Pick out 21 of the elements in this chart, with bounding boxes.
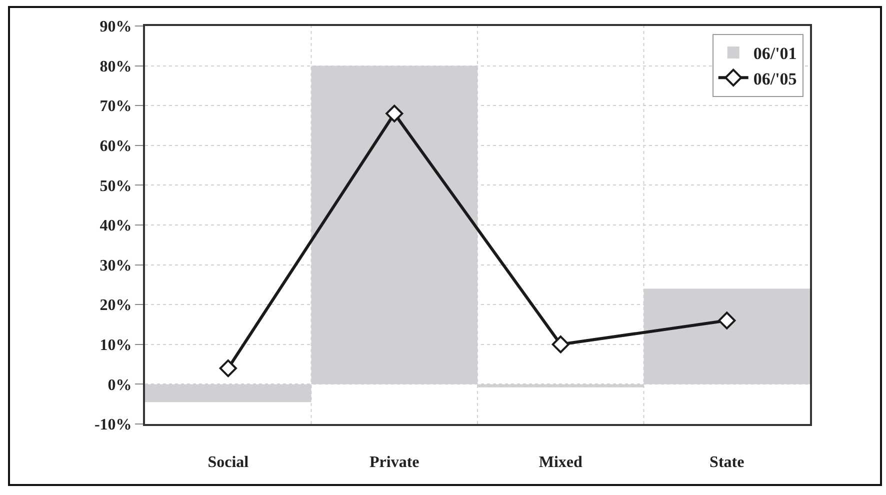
y-tick-label: 0% bbox=[108, 376, 132, 394]
y-tick-label: 90% bbox=[100, 18, 132, 36]
y-tick-label: 10% bbox=[100, 337, 132, 354]
x-tick-label: Mixed bbox=[538, 454, 583, 472]
x-tick-label: Social bbox=[208, 454, 250, 472]
x-tick-label: Private bbox=[370, 454, 420, 472]
y-tick-label: 20% bbox=[100, 297, 132, 314]
y-tick-label: -10% bbox=[94, 416, 132, 434]
x-tick-label: State bbox=[710, 454, 744, 472]
point bbox=[219, 359, 237, 378]
point bbox=[552, 336, 570, 354]
y-tick-label: 50% bbox=[100, 178, 132, 195]
y-tick-label: 80% bbox=[100, 58, 132, 76]
y-tick-label: 30% bbox=[100, 257, 132, 274]
y-tick-label: 40% bbox=[100, 218, 132, 235]
y-tick-label: 60% bbox=[100, 138, 132, 155]
legend-label: 06/'05 bbox=[753, 69, 797, 88]
point bbox=[718, 312, 736, 330]
point bbox=[386, 104, 404, 122]
legend-label: 06/'01 bbox=[753, 44, 797, 64]
y-tick-label: 70% bbox=[100, 98, 132, 116]
